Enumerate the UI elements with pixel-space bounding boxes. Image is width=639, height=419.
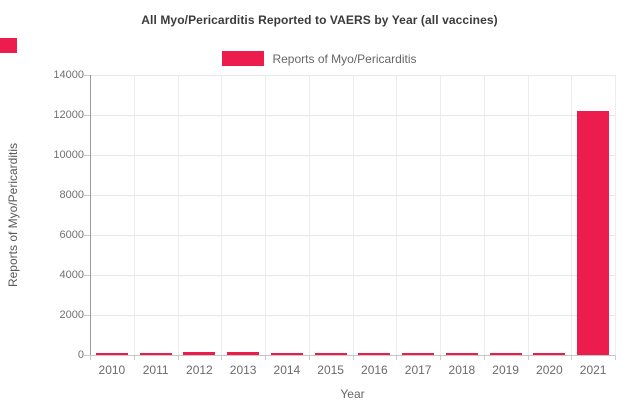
x-tick-label: 2020: [536, 363, 563, 377]
x-tick-label: 2014: [273, 363, 301, 377]
gridline: [527, 75, 529, 355]
x-tick-mark: [90, 355, 91, 360]
x-tick-mark: [571, 355, 573, 360]
x-tick-mark: [352, 355, 354, 360]
y-tick-mark: [84, 275, 90, 276]
y-tick-label: 6000: [59, 229, 84, 241]
chart-title: All Myo/Pericarditis Reported to VAERS b…: [141, 13, 498, 27]
legend-label: Reports of Myo/Pericarditis: [272, 51, 417, 66]
bar: [358, 353, 391, 355]
red-square-marker: [0, 38, 17, 53]
y-tick-mark: [84, 315, 90, 316]
x-tick-label: 2016: [361, 363, 388, 377]
x-tick-label: 2021: [579, 363, 607, 377]
y-tick-mark: [84, 355, 90, 356]
x-tick-label: 2015: [317, 363, 344, 377]
gridline: [221, 75, 223, 355]
x-tick-label: 2018: [448, 363, 476, 377]
x-tick-mark: [483, 355, 485, 360]
x-tick-mark: [615, 355, 616, 360]
bar: [227, 352, 260, 355]
x-tick-label: 2017: [404, 363, 432, 377]
x-tick-label: 2013: [229, 363, 257, 377]
bar: [445, 352, 478, 355]
y-tick-mark: [84, 75, 90, 76]
x-tick-mark: [440, 355, 441, 360]
x-tick-label: 2019: [492, 363, 519, 377]
y-tick-mark: [84, 195, 90, 196]
y-tick-label: 0: [77, 349, 84, 361]
y-tick-mark: [84, 235, 90, 236]
y-axis-line: [90, 75, 91, 355]
x-tick-mark: [221, 355, 223, 360]
y-tick-mark: [84, 115, 90, 116]
x-axis-line: [90, 355, 615, 356]
y-tick-label: 10000: [53, 149, 84, 161]
x-tick-mark: [133, 355, 135, 360]
x-tick-label: 2012: [186, 363, 213, 377]
bar: [270, 353, 303, 355]
x-tick-mark: [265, 355, 266, 360]
y-tick-label: 12000: [53, 109, 84, 121]
y-tick-label: 14000: [53, 69, 84, 81]
y-tick-label: 8000: [59, 189, 84, 201]
legend-swatch-icon: [222, 51, 265, 66]
gridline: [133, 75, 135, 355]
x-tick-mark: [308, 355, 310, 360]
gridline: [265, 75, 266, 355]
y-tick-mark: [84, 155, 90, 156]
gridline: [571, 75, 573, 355]
gridline: [615, 75, 616, 355]
x-tick-label: 2011: [142, 363, 169, 377]
gridline: [177, 75, 179, 355]
bar: [577, 111, 610, 355]
gridline: [308, 75, 310, 355]
gridline: [440, 75, 441, 355]
y-tick-label: 4000: [59, 269, 84, 281]
bar: [314, 353, 347, 355]
bar: [533, 353, 566, 355]
y-axis-title: Reports of Myo/Pericarditis: [6, 142, 20, 288]
bar: [139, 353, 172, 355]
gridline: [483, 75, 485, 355]
y-tick-label: 2000: [59, 309, 84, 321]
gridline: [352, 75, 354, 355]
x-tick-mark: [396, 355, 398, 360]
legend: Reports of Myo/Pericarditis: [0, 51, 639, 66]
bar: [489, 353, 522, 355]
gridline: [396, 75, 398, 355]
x-tick-label: 2010: [98, 363, 126, 377]
bar: [183, 352, 216, 355]
x-tick-mark: [527, 355, 529, 360]
x-tick-mark: [177, 355, 179, 360]
bar: [402, 353, 435, 355]
x-axis-title: Year: [340, 387, 365, 401]
bar: [95, 353, 128, 355]
